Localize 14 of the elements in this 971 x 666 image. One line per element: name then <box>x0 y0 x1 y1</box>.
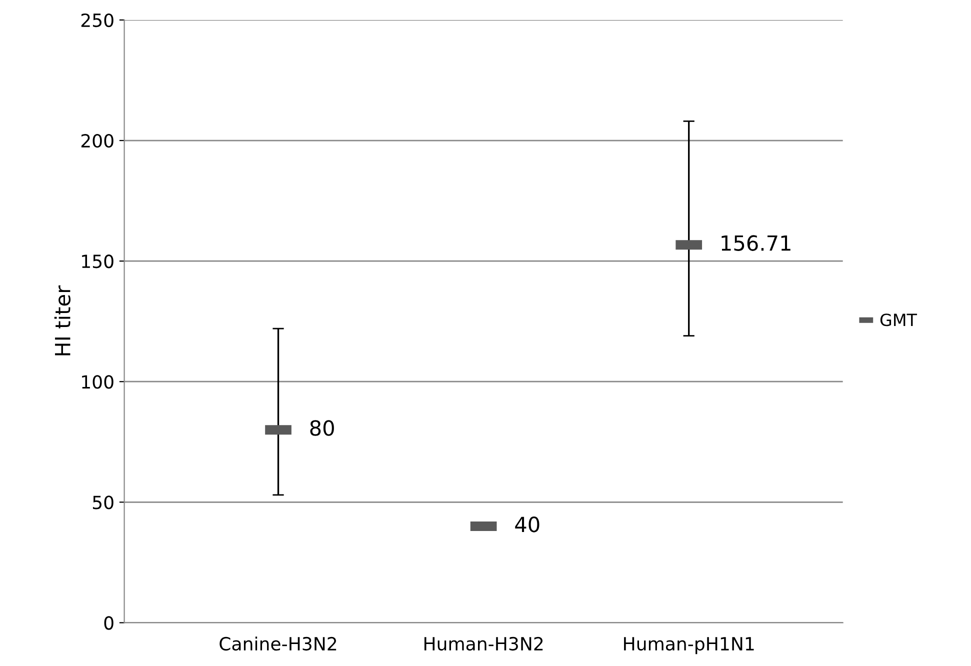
legend-label: GMT <box>880 314 918 326</box>
y-tick-label: 150 <box>82 254 114 268</box>
data-label: 40 <box>515 516 540 532</box>
data-label: 156.71 <box>722 235 790 251</box>
data-label: 80 <box>310 420 334 436</box>
y-tick-label: 0 <box>104 616 114 630</box>
y-tick-label: 250 <box>81 13 114 28</box>
y-axis-title: HI titer <box>54 285 71 356</box>
x-tick-label: Canine-H3N2 <box>220 636 336 651</box>
x-tick-label: Human-pH1N1 <box>624 637 754 654</box>
y-tick-label: 100 <box>82 375 114 389</box>
y-tick-label: 50 <box>92 496 114 510</box>
y-tick-label: 200 <box>81 134 114 148</box>
x-tick-label: Human-H3N2 <box>424 636 543 651</box>
